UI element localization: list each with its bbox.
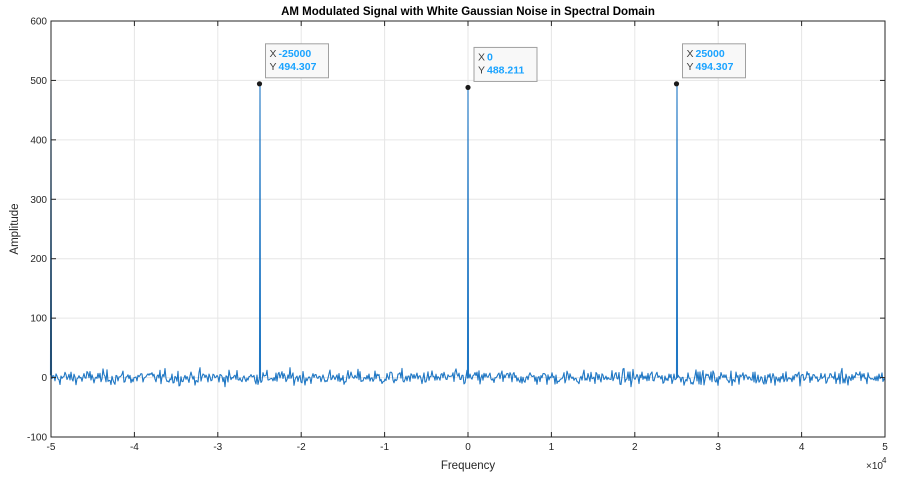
datatip-box[interactable]: [682, 43, 746, 79]
y-tick-label: 300: [30, 195, 47, 206]
datatip-y-value: 494.307: [696, 61, 734, 73]
datatip-y-value: 494.307: [279, 61, 317, 73]
datatip-marker[interactable]: [465, 84, 471, 91]
x-axis-label: Frequency: [441, 460, 496, 472]
datatip-x-key: X: [687, 48, 694, 60]
y-tick-label: -100: [27, 433, 47, 444]
x-tick-label: 4: [799, 442, 805, 453]
y-tick-label: 600: [30, 17, 47, 28]
datatip-x-value: 25000: [696, 48, 725, 60]
datatip-box[interactable]: [473, 46, 538, 82]
series-layer: [49, 83, 886, 388]
x-tick-label: 0: [465, 442, 471, 453]
x-exponent-label: ×10: [866, 461, 883, 472]
datatip-y-key: Y: [478, 64, 485, 76]
y-tick-label: 100: [30, 314, 47, 325]
y-tick-label: 500: [30, 76, 47, 87]
datatip-x-value: 0: [487, 51, 493, 63]
datatip-marker[interactable]: [673, 81, 680, 87]
datatip-x-key: X: [478, 51, 485, 63]
y-tick-label: 0: [41, 373, 47, 384]
datatip-x-key: X: [270, 48, 277, 60]
x-tick-label: 2: [632, 442, 638, 453]
x-exponent-power: 4: [882, 456, 887, 465]
datatip-y-value: 488.211: [487, 64, 525, 76]
x-tick-label: -1: [380, 442, 389, 453]
datatip-marker[interactable]: [256, 81, 263, 87]
x-tick-label: -4: [130, 442, 139, 453]
datatip-box[interactable]: [265, 43, 329, 79]
series-line: [49, 83, 886, 388]
x-tick-label: -3: [213, 442, 222, 453]
x-tick-label: 5: [882, 442, 888, 453]
chart-title: AM Modulated Signal with White Gaussian …: [281, 6, 655, 18]
datatip-y-key: Y: [270, 61, 277, 73]
x-tick-label: -2: [297, 442, 306, 453]
y-tick-label: 200: [30, 254, 47, 265]
datatip-y-key: Y: [687, 61, 694, 73]
x-tick-label: 3: [715, 442, 721, 453]
datatip-x-value: -25000: [279, 48, 312, 60]
x-tick-label: 1: [549, 442, 555, 453]
y-tick-label: 400: [30, 135, 47, 146]
y-axis-label: Amplitude: [9, 203, 21, 254]
ticks: -5 -4 -3 -2 -1 0 1 2 3 4 5 -100 0 100 200 300 400 500 600: [27, 17, 888, 454]
x-tick-label: -5: [47, 442, 56, 453]
